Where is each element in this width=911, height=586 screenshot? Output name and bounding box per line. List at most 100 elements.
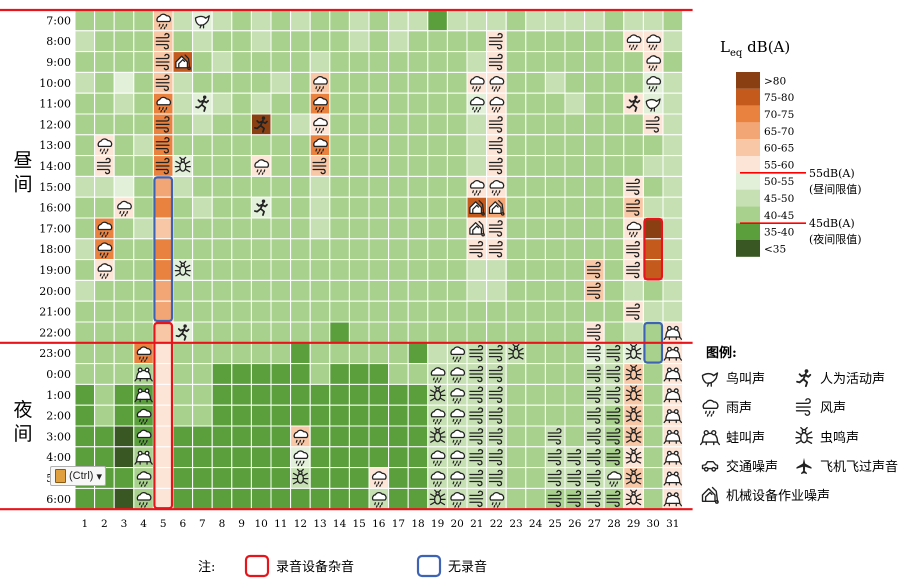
heatmap-cell	[564, 51, 586, 73]
y-tick-label: 21:00	[39, 306, 71, 319]
heatmap-cell	[505, 259, 527, 281]
heatmap-cell	[446, 9, 468, 32]
legend-swatch	[736, 172, 760, 190]
x-tick-label: 22	[490, 518, 503, 530]
frog-icon	[663, 388, 683, 403]
heatmap-cell	[525, 467, 546, 489]
heatmap-cell	[74, 113, 96, 136]
heatmap-cell	[388, 155, 409, 177]
rain-icon	[702, 399, 719, 417]
heatmap-cell	[486, 9, 507, 32]
heatmap-cell	[388, 300, 409, 323]
heatmap-cell	[113, 155, 135, 177]
wind-icon	[488, 241, 503, 258]
heatmap-cell	[329, 217, 350, 240]
heatmap-cell	[211, 404, 233, 427]
heatmap-cell	[486, 259, 507, 281]
heatmap-cell	[427, 92, 448, 115]
rain-icon	[626, 34, 642, 51]
heatmap-cell	[211, 92, 233, 115]
y-tick-label: 0:00	[46, 368, 71, 381]
heatmap-cell	[584, 92, 605, 115]
machinery-icon	[701, 486, 719, 504]
y-tick-label: 15:00	[39, 181, 71, 194]
heatmap-cell	[152, 238, 174, 261]
heatmap-cell	[407, 113, 429, 136]
heatmap-cell	[348, 238, 370, 261]
frog-icon	[663, 471, 683, 486]
heatmap-cell	[231, 363, 252, 385]
y-tick-label: 11:00	[39, 98, 71, 111]
legend-swatch	[736, 88, 760, 106]
paste-options-button[interactable]: (Ctrl) ▾	[50, 466, 106, 486]
heatmap-cell	[348, 175, 370, 198]
legend-bin-label: 65-70	[764, 126, 794, 138]
heatmap-cell	[192, 425, 213, 448]
heatmap-cell	[250, 30, 272, 53]
wind-icon	[469, 469, 484, 487]
heatmap-cell	[427, 196, 448, 219]
heatmap-cell	[368, 92, 390, 115]
insect-icon	[429, 489, 446, 506]
wind-icon	[606, 407, 621, 424]
heatmap-cell	[662, 71, 684, 94]
heatmap-cell	[584, 30, 605, 53]
heatmap-cell	[505, 363, 527, 385]
heatmap-cell	[642, 425, 664, 448]
heatmap-cell	[446, 134, 468, 157]
heatmap-cell	[427, 238, 448, 261]
heatmap-cell	[192, 113, 213, 136]
heatmap-cell	[505, 196, 527, 219]
heatmap-cell	[270, 51, 292, 73]
legend-swatch	[736, 189, 760, 207]
heatmap-cell	[74, 134, 96, 157]
heatmap-cell	[74, 259, 96, 281]
heatmap-cell	[329, 9, 350, 32]
heatmap-cell	[270, 259, 292, 281]
wind-icon	[606, 449, 621, 466]
heatmap-cell	[113, 446, 135, 469]
heatmap-cell	[348, 9, 370, 32]
heatmap-cell	[466, 321, 488, 344]
heatmap-cell	[250, 175, 272, 198]
rain-icon	[646, 34, 662, 51]
heatmap-cell	[564, 9, 586, 32]
heatmap-cell	[525, 383, 546, 406]
heatmap-cell	[172, 92, 194, 115]
heatmap-cell	[74, 30, 96, 53]
y-tick-label: 4:00	[46, 451, 71, 464]
heatmap-cell	[192, 259, 213, 281]
heatmap-cell	[407, 342, 429, 365]
heatmap-cell	[113, 300, 135, 323]
heatmap-cell	[564, 383, 586, 406]
heatmap-cell	[172, 9, 194, 32]
heatmap-cell	[290, 9, 311, 32]
heatmap-cell	[290, 259, 311, 281]
heatmap-cell	[211, 446, 233, 469]
heatmap-cell	[642, 238, 664, 261]
heatmap-cell	[74, 425, 96, 448]
heatmap-cell	[74, 71, 96, 94]
heatmap-cell	[133, 30, 154, 53]
heatmap-cell	[623, 279, 644, 302]
heatmap-cell	[525, 134, 546, 157]
wind-icon	[488, 428, 503, 445]
heatmap-cell	[505, 30, 527, 53]
heatmap-cell	[152, 259, 174, 281]
rain-icon	[489, 96, 505, 113]
rain-icon	[489, 76, 505, 92]
rain-icon	[430, 471, 446, 487]
wind-icon	[469, 449, 484, 466]
wind-icon	[567, 469, 582, 487]
heatmap-cell	[623, 113, 644, 136]
heatmap-cell	[388, 217, 409, 240]
heatmap-cell	[211, 9, 233, 32]
x-tick-label: 23	[509, 518, 522, 530]
heatmap-cell	[329, 487, 350, 510]
heatmap-cell	[94, 487, 115, 510]
heatmap-cell	[427, 51, 448, 73]
heatmap-cell	[368, 175, 390, 198]
heatmap-cell	[133, 51, 154, 73]
x-tick-label: 1	[81, 518, 88, 530]
heatmap-cell	[348, 134, 370, 157]
